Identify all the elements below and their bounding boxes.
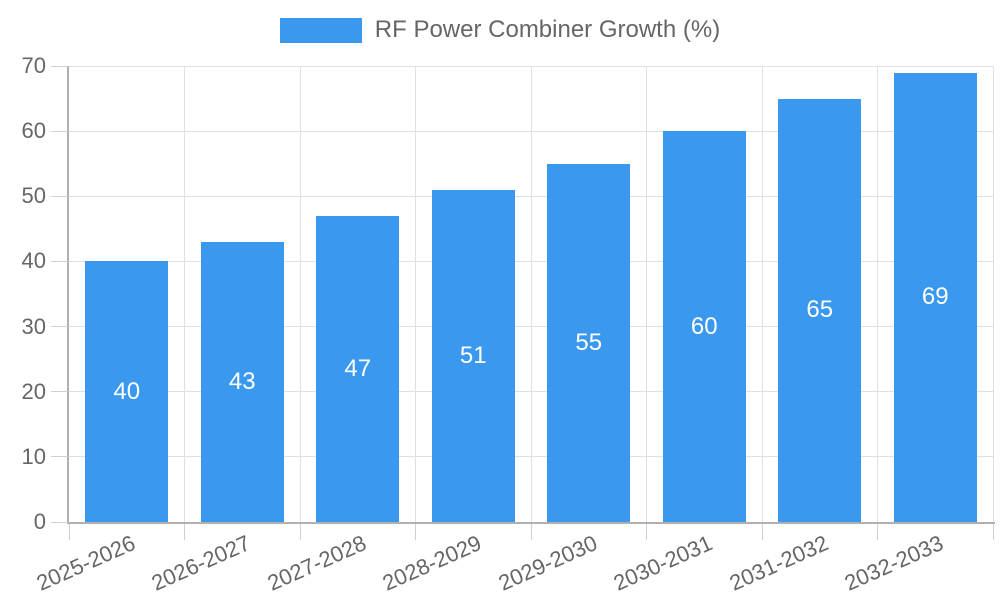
x-axis-tick-label: 2027-2028 [263, 530, 370, 596]
x-gridline [299, 66, 301, 522]
x-axis-tick [992, 524, 994, 540]
legend-swatch [279, 17, 362, 43]
y-axis-tick-label: 50 [21, 183, 46, 209]
x-gridline [530, 66, 532, 522]
bar-value-label: 60 [690, 312, 718, 340]
y-axis-tick [51, 456, 68, 458]
plot-area: 40 43 47 51 55 60 65 69 [69, 65, 994, 522]
x-axis-tick [877, 524, 878, 540]
x-gridline [184, 66, 185, 522]
bar-value-label: 40 [113, 377, 141, 405]
x-axis-tick-label: 2025-2026 [32, 530, 139, 596]
x-axis-tick [299, 524, 301, 540]
x-axis-tick-label: 2030-2031 [609, 530, 717, 596]
legend-label: RF Power Combiner Growth (%) [374, 16, 721, 43]
y-axis-tick-label: 60 [21, 118, 46, 144]
y-axis-tick [51, 260, 68, 262]
y-axis-tick-label: 10 [21, 443, 46, 469]
x-axis-tick-label: 2029-2030 [494, 530, 601, 596]
x-gridline [415, 66, 416, 522]
bar-value-label: 47 [344, 354, 372, 382]
x-axis-tick-label: 2026-2027 [147, 530, 255, 596]
x-gridline [761, 66, 763, 522]
x-axis-tick-label: 2032-2033 [840, 530, 948, 596]
x-axis-tick [646, 524, 647, 540]
bar-value-label: 55 [575, 328, 603, 356]
x-axis-tick [415, 524, 416, 540]
y-axis-tick-label: 30 [21, 313, 46, 339]
y-axis-tick [51, 65, 68, 67]
bar[interactable]: 65 [778, 98, 862, 522]
x-axis-tick [184, 524, 185, 540]
x-axis-tick-label: 2028-2029 [378, 530, 486, 596]
y-axis-tick [51, 326, 68, 328]
y-axis-tick [51, 195, 68, 197]
bar-value-label: 65 [806, 296, 834, 324]
bar[interactable]: 40 [85, 261, 169, 522]
y-axis-tick [51, 521, 68, 523]
y-axis-tick-label: 40 [21, 248, 46, 274]
x-gridline [877, 66, 878, 522]
bar[interactable]: 55 [547, 163, 631, 522]
y-axis-tick [51, 130, 68, 132]
legend[interactable]: RF Power Combiner Growth (%) [0, 16, 1000, 44]
bar-value-label: 51 [459, 341, 487, 369]
x-axis-tick [761, 524, 763, 540]
bar[interactable]: 60 [662, 131, 746, 522]
x-axis-tick-label: 2031-2032 [725, 530, 832, 596]
bar[interactable]: 47 [316, 215, 400, 522]
y-axis-tick-label: 0 [33, 509, 46, 534]
x-gridline [646, 66, 647, 522]
y-axis-tick [51, 391, 68, 393]
x-axis-tick [68, 524, 70, 540]
y-axis-tick-label: 20 [21, 378, 46, 404]
bar[interactable]: 43 [200, 241, 284, 522]
bar[interactable]: 69 [893, 72, 977, 522]
bar-value-label: 69 [921, 283, 949, 311]
y-axis-tick-label: 70 [21, 53, 46, 78]
bar-value-label: 43 [228, 367, 256, 395]
bar[interactable]: 51 [431, 189, 515, 522]
x-axis-line [67, 522, 995, 524]
x-gridline [992, 66, 994, 522]
x-axis-tick [530, 524, 532, 540]
y-axis-line [67, 66, 69, 524]
